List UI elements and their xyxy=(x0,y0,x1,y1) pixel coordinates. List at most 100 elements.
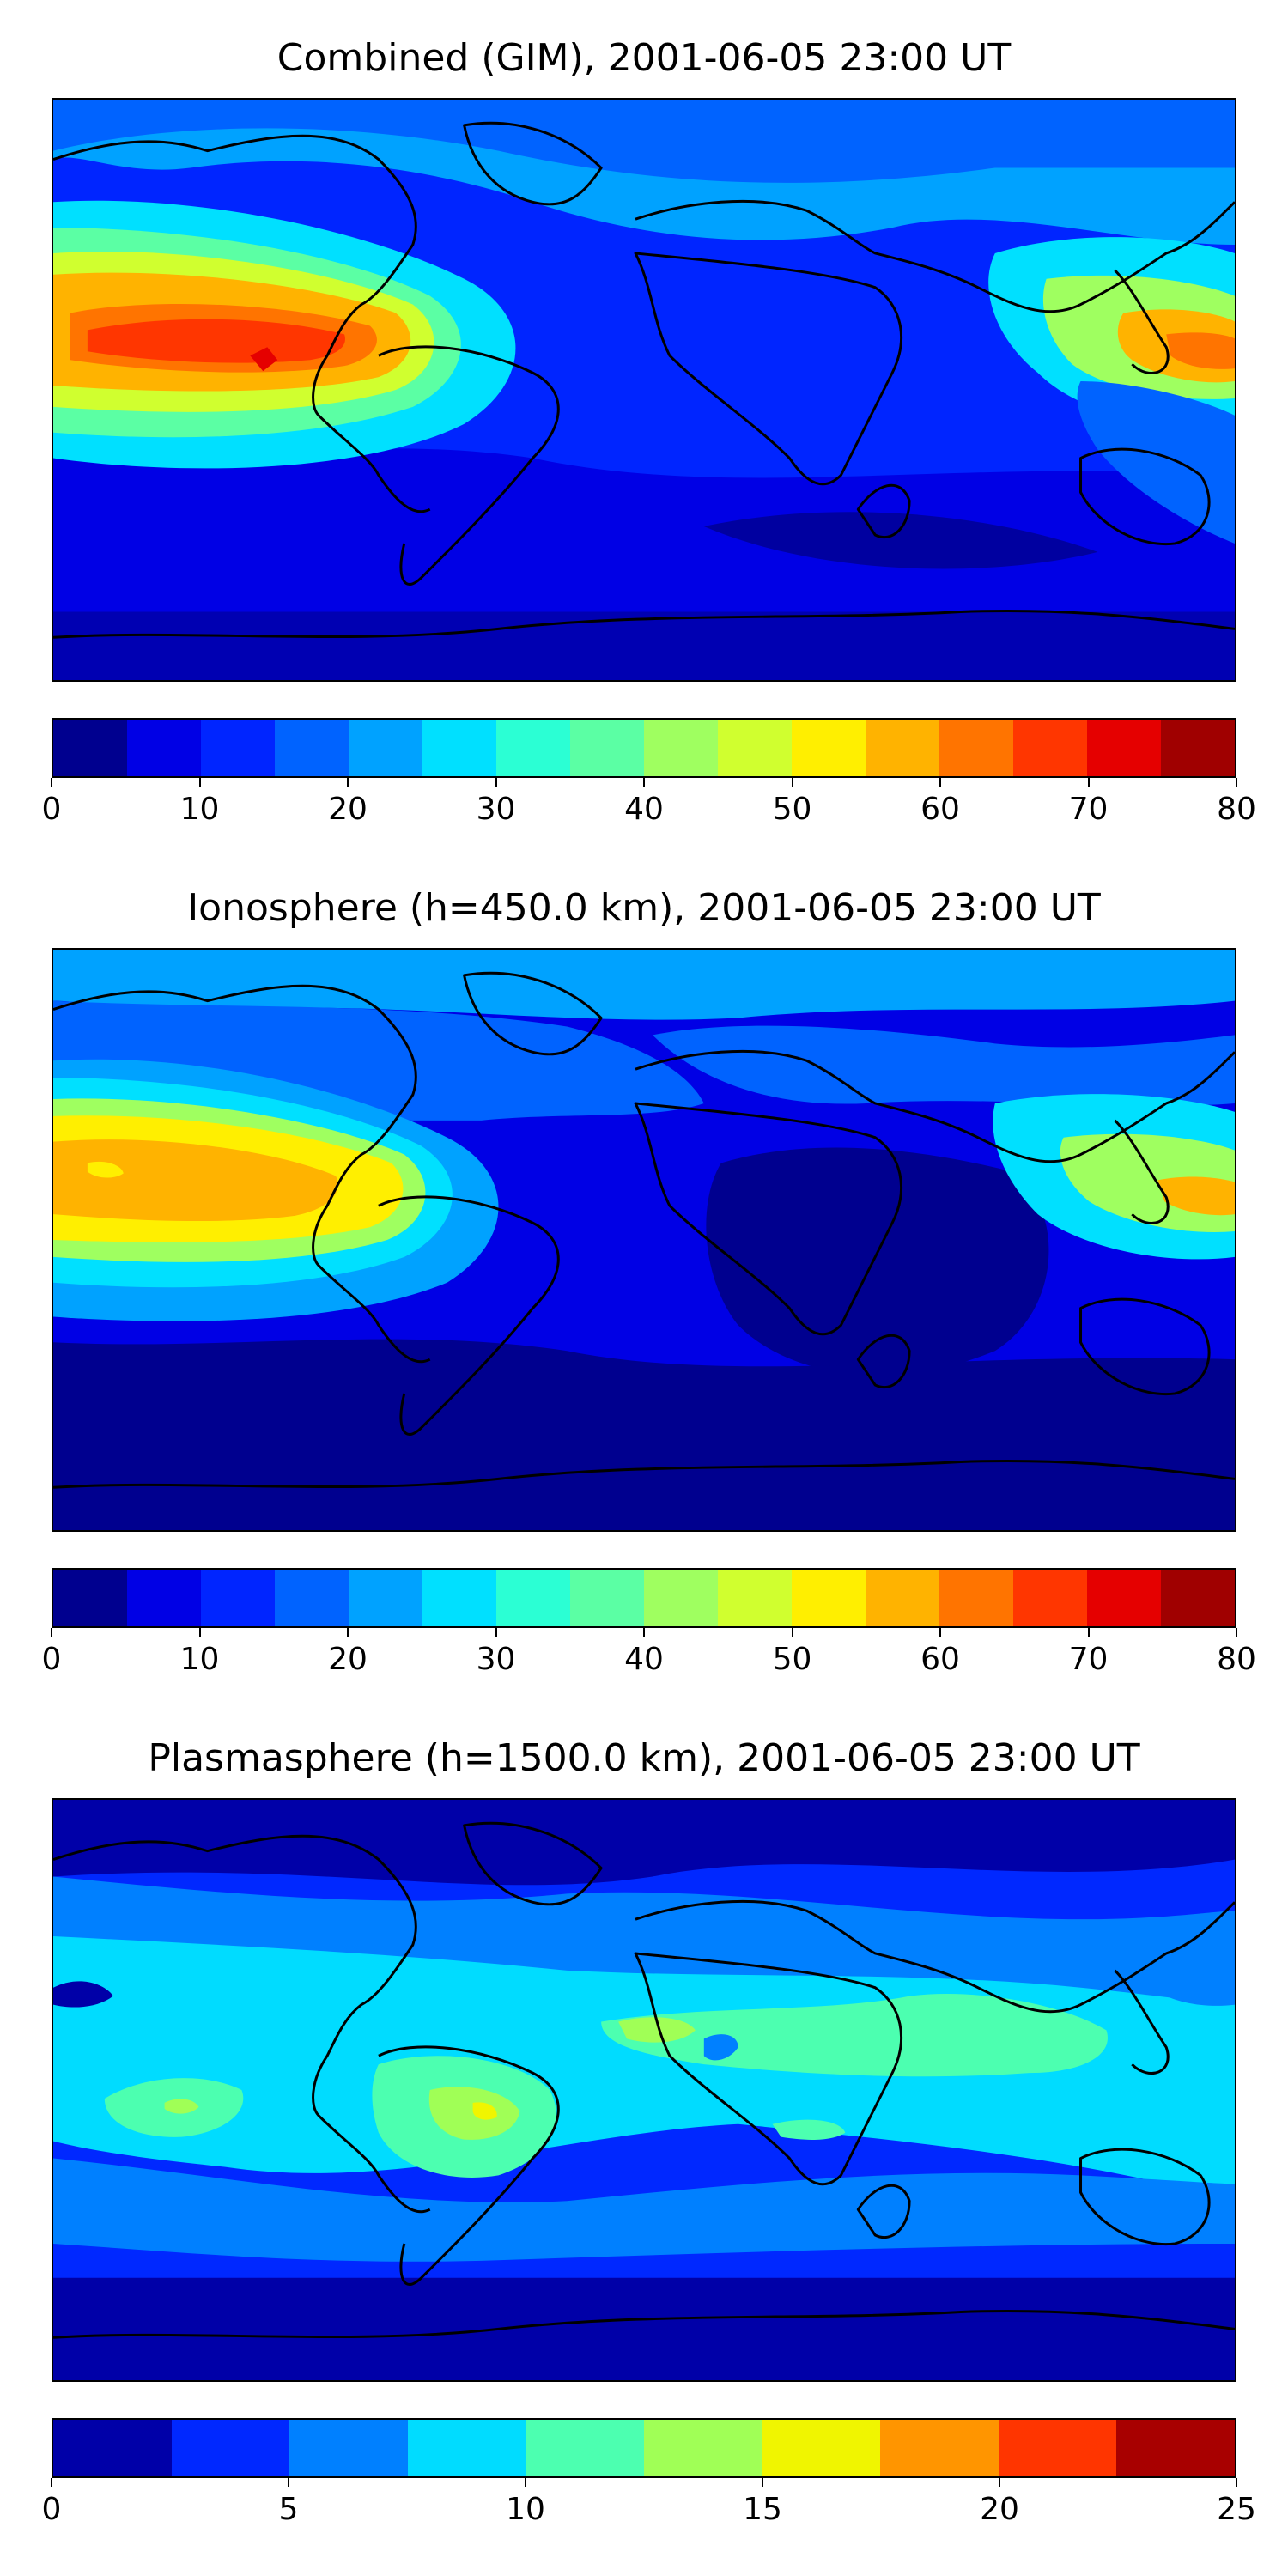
colorbar-tick-label: 0 xyxy=(41,1642,62,1677)
colorbar-segment xyxy=(880,2420,999,2476)
colorbar-segment xyxy=(866,720,939,776)
colorbar-tick xyxy=(1236,778,1237,787)
panel-3-colorbar-ticks: 0 5 10 15 20 25 xyxy=(42,2478,1256,2530)
colorbar-segment xyxy=(1087,1570,1161,1626)
colorbar-tick-label: 30 xyxy=(476,1642,516,1677)
panel-2-contour-plot xyxy=(53,950,1235,1530)
panel-2-colorbar-ticks: 0 10 20 30 40 50 60 70 80 xyxy=(42,1628,1256,1680)
colorbar-tick-label: 50 xyxy=(772,792,812,827)
colorbar-tick xyxy=(51,1628,52,1637)
colorbar-segment xyxy=(275,1570,349,1626)
panel-2-title: Ionosphere (h=450.0 km), 2001-06-05 23:0… xyxy=(187,886,1101,930)
colorbar-tick xyxy=(51,778,52,787)
colorbar-segment xyxy=(1161,1570,1235,1626)
colorbar-tick xyxy=(51,2478,52,2487)
colorbar-tick xyxy=(1236,2478,1237,2487)
colorbar-tick-label: 25 xyxy=(1217,2492,1256,2527)
colorbar-segment xyxy=(53,1570,127,1626)
colorbar-segment xyxy=(496,720,570,776)
colorbar-segment xyxy=(127,1570,201,1626)
colorbar-tick xyxy=(288,2478,289,2487)
colorbar-segment xyxy=(792,1570,866,1626)
panel-3-coastlines xyxy=(53,1821,1235,2339)
colorbar-tick-label: 15 xyxy=(743,2492,782,2527)
colorbar-segment xyxy=(643,2420,762,2476)
colorbar-tick-label: 70 xyxy=(1068,1642,1109,1677)
colorbar-segment xyxy=(644,1570,718,1626)
colorbar-tick xyxy=(1087,1628,1090,1637)
colorbar-tick xyxy=(791,1628,793,1637)
panel-3-title: Plasmasphere (h=1500.0 km), 2001-06-05 2… xyxy=(148,1736,1140,1780)
colorbar-tick-label: 20 xyxy=(980,2492,1019,2527)
colorbar-tick-label: 80 xyxy=(1217,792,1256,827)
panel-1-contour-plot xyxy=(53,100,1235,680)
colorbar-segment xyxy=(201,720,275,776)
colorbar-segment xyxy=(1013,1570,1087,1626)
colorbar-segment xyxy=(718,720,792,776)
panel-1-map xyxy=(52,98,1236,682)
colorbar-tick xyxy=(495,1628,497,1637)
colorbar-tick xyxy=(762,2478,763,2487)
colorbar-tick-label: 0 xyxy=(41,2492,62,2527)
colorbar-tick xyxy=(198,778,201,787)
colorbar-tick xyxy=(643,1628,645,1637)
colorbar-segment xyxy=(570,720,644,776)
colorbar-tick xyxy=(198,1628,201,1637)
colorbar-segment xyxy=(570,1570,644,1626)
panel-2-colorbar xyxy=(52,1568,1236,1628)
colorbar-tick-label: 10 xyxy=(179,1642,220,1677)
colorbar-tick xyxy=(999,2478,1000,2487)
colorbar-segment xyxy=(127,720,201,776)
colorbar-segment xyxy=(422,720,496,776)
colorbar-tick-label: 60 xyxy=(920,1642,960,1677)
colorbar-segment xyxy=(998,2420,1117,2476)
colorbar-segment xyxy=(53,720,127,776)
colorbar-segment xyxy=(939,720,1013,776)
colorbar-tick-label: 20 xyxy=(328,792,368,827)
colorbar-tick xyxy=(495,778,497,787)
colorbar-segment xyxy=(526,2420,644,2476)
panel-3-map xyxy=(52,1798,1236,2382)
panel-2-coastlines xyxy=(53,971,1235,1489)
colorbar-segment xyxy=(289,2420,408,2476)
panel-3-contour-plot xyxy=(53,1800,1235,2380)
colorbar-segment xyxy=(53,2420,172,2476)
panel-1-title: Combined (GIM), 2001-06-05 23:00 UT xyxy=(276,36,1012,80)
colorbar-segment xyxy=(644,720,718,776)
colorbar-tick-label: 50 xyxy=(772,1642,812,1677)
colorbar-tick xyxy=(939,1628,941,1637)
colorbar-tick-label: 70 xyxy=(1068,792,1109,827)
colorbar-segment xyxy=(201,1570,275,1626)
colorbar-tick xyxy=(347,1628,349,1637)
panel-1-colorbar-ticks: 0 10 20 30 40 50 60 70 80 xyxy=(42,778,1256,829)
colorbar-tick-label: 0 xyxy=(41,792,62,827)
panel-1-coastlines xyxy=(53,121,1235,639)
colorbar-segment xyxy=(407,2420,526,2476)
colorbar-tick-label: 10 xyxy=(179,792,220,827)
colorbar-tick xyxy=(1236,1628,1237,1637)
colorbar-tick-label: 80 xyxy=(1217,1642,1256,1677)
colorbar-segment xyxy=(1087,720,1161,776)
colorbar-segment xyxy=(866,1570,939,1626)
colorbar-segment xyxy=(171,2420,290,2476)
colorbar-tick-label: 10 xyxy=(506,2492,545,2527)
colorbar-segment xyxy=(1013,720,1087,776)
colorbar-tick-label: 40 xyxy=(624,792,664,827)
colorbar-tick-label: 20 xyxy=(328,1642,368,1677)
colorbar-tick xyxy=(791,778,793,787)
colorbar-segment xyxy=(422,1570,496,1626)
colorbar-tick xyxy=(939,778,941,787)
colorbar-tick-label: 40 xyxy=(624,1642,664,1677)
colorbar-segment xyxy=(349,1570,422,1626)
colorbar-tick xyxy=(643,778,645,787)
colorbar-segment xyxy=(792,720,866,776)
colorbar-segment xyxy=(1161,720,1235,776)
colorbar-segment xyxy=(939,1570,1013,1626)
colorbar-tick-label: 60 xyxy=(920,792,960,827)
colorbar-segment xyxy=(718,1570,792,1626)
colorbar-tick-label: 30 xyxy=(476,792,516,827)
panel-1-colorbar xyxy=(52,718,1236,778)
colorbar-segment xyxy=(275,720,349,776)
colorbar-segment xyxy=(1116,2420,1235,2476)
colorbar-segment xyxy=(496,1570,570,1626)
